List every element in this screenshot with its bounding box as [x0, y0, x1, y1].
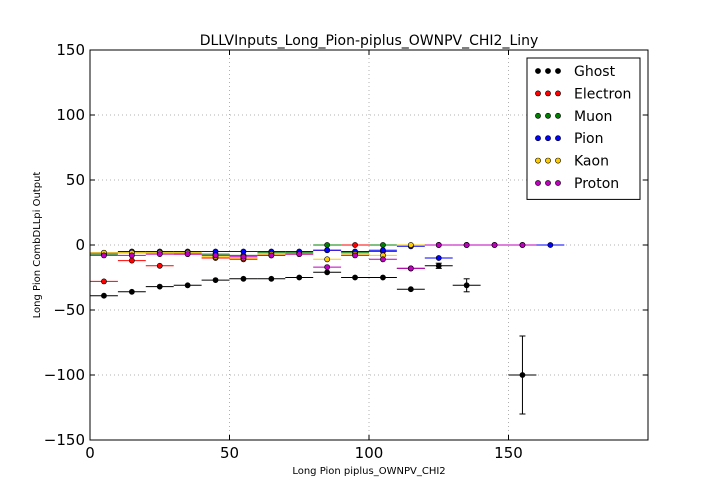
legend-marker — [545, 157, 551, 164]
legend-marker — [555, 90, 561, 97]
data-point — [407, 242, 414, 248]
data-point — [407, 286, 414, 293]
y-tick-label: −100 — [44, 366, 85, 384]
data-point — [547, 242, 554, 248]
y-tick-label: −150 — [44, 431, 85, 449]
legend-marker — [535, 90, 541, 97]
data-point — [352, 242, 358, 248]
y-axis-label: Long Pion CombDLLpi Output — [32, 172, 43, 319]
data-point — [296, 274, 303, 281]
data-point — [101, 278, 107, 285]
data-point — [435, 255, 442, 261]
data-point — [324, 256, 331, 263]
data-point — [212, 252, 219, 259]
legend-label: Kaon — [574, 154, 609, 170]
x-tick-label: 50 — [220, 444, 239, 462]
data-point — [491, 242, 498, 248]
legend-marker — [535, 157, 541, 164]
legend-item-proton: Proton — [535, 176, 619, 192]
data-point — [380, 256, 386, 263]
legend-marker — [535, 180, 541, 186]
legend-marker — [535, 68, 541, 74]
legend-marker — [555, 180, 561, 186]
legend-item-ghost: Ghost — [535, 64, 616, 80]
legend-marker — [545, 180, 551, 186]
data-point — [101, 252, 107, 259]
data-point — [380, 242, 386, 248]
legend-marker — [545, 90, 551, 97]
data-point — [240, 275, 247, 282]
legend-marker — [545, 68, 551, 74]
legend-box — [526, 57, 641, 200]
legend-label: Muon — [574, 109, 612, 125]
series-proton — [90, 242, 537, 272]
data-point — [519, 372, 526, 378]
data-point — [380, 247, 386, 254]
data-point — [324, 269, 331, 276]
data-point — [519, 242, 526, 248]
legend-item-kaon: Kaon — [535, 154, 609, 170]
legend-marker — [545, 112, 551, 119]
y-tick-label: 100 — [56, 106, 85, 124]
legend-marker — [535, 135, 541, 142]
data-point — [296, 251, 303, 257]
legend-marker — [555, 112, 561, 119]
data-point — [407, 265, 414, 272]
legend-marker — [545, 135, 551, 142]
data-point — [435, 262, 442, 269]
legend-label: Pion — [574, 131, 603, 147]
legend-marker — [555, 135, 561, 142]
data-marks — [90, 242, 565, 415]
data-point — [156, 262, 163, 269]
data-point — [212, 277, 219, 283]
legend-item-electron: Electron — [535, 86, 631, 102]
chart-title: DLLVInputs_Long_Pion-piplus_OWNPV_CHI2_L… — [200, 33, 539, 49]
legend-marker — [535, 112, 541, 119]
data-point — [101, 292, 107, 299]
data-point — [268, 252, 275, 259]
x-axis-label: Long Pion piplus_OWNPV_CHI2 — [292, 466, 445, 477]
y-tick-label: −50 — [53, 301, 85, 319]
series-ghost — [90, 262, 537, 415]
legend: Ghost Electron Muon Pion Kaon Proton — [526, 57, 641, 200]
legend-marker — [555, 157, 561, 164]
data-point — [463, 282, 470, 289]
data-point — [184, 282, 191, 289]
data-point — [352, 252, 358, 259]
data-point — [128, 252, 135, 259]
data-point — [435, 242, 442, 248]
axis-ticks: 0 50 100 150 150 100 50 0 −50 −100 −150 — [44, 41, 648, 462]
data-point — [128, 288, 135, 295]
data-point — [184, 251, 191, 257]
data-point — [324, 264, 331, 270]
data-point — [156, 251, 163, 257]
data-point — [380, 274, 386, 281]
data-point — [128, 257, 135, 264]
legend-label: Ghost — [574, 64, 616, 80]
legend-label: Electron — [574, 86, 631, 102]
data-point — [324, 242, 331, 248]
data-point — [240, 248, 247, 255]
data-point — [324, 247, 331, 254]
x-tick-label: 100 — [355, 444, 384, 462]
legend-marker — [555, 68, 561, 74]
data-point — [156, 283, 163, 290]
data-point — [240, 253, 247, 260]
legend-label: Proton — [574, 176, 619, 192]
data-point — [268, 275, 275, 282]
y-tick-label: 150 — [56, 41, 85, 59]
x-tick-label: 150 — [494, 444, 523, 462]
y-tick-label: 50 — [66, 171, 85, 189]
y-tick-label: 0 — [75, 236, 85, 254]
legend-item-muon: Muon — [535, 109, 612, 125]
x-tick-label: 0 — [85, 444, 95, 462]
legend-item-pion: Pion — [535, 131, 603, 147]
data-point — [352, 274, 358, 281]
data-point — [463, 242, 470, 248]
